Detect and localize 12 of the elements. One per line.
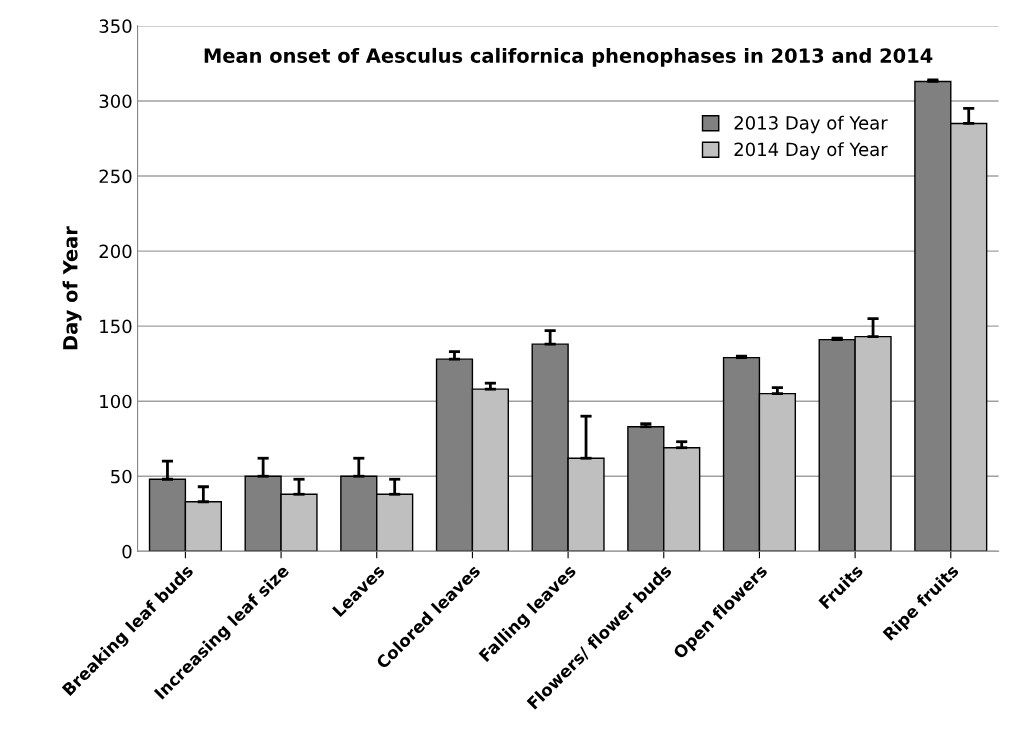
y-tick-label: 100 bbox=[100, 394, 132, 409]
y-tick-label: 50 bbox=[111, 469, 132, 484]
y-tick-label: 200 bbox=[99, 244, 132, 259]
legend-label: 2014 Day of Year bbox=[734, 142, 888, 160]
y-tick-label: 150 bbox=[100, 319, 132, 334]
y-tick-label: 350 bbox=[99, 19, 132, 34]
text: Mean onset of Aesculus californica phenophases in 2013 and 2014 bbox=[204, 47, 933, 67]
y-tick-label: 0 bbox=[122, 544, 132, 559]
y-axis-title: Day of Year bbox=[62, 226, 82, 350]
y-tick-label: 250 bbox=[99, 169, 132, 184]
legend-label: 2013 Day of Year bbox=[734, 115, 888, 134]
y-tick-label: 300 bbox=[99, 94, 132, 109]
